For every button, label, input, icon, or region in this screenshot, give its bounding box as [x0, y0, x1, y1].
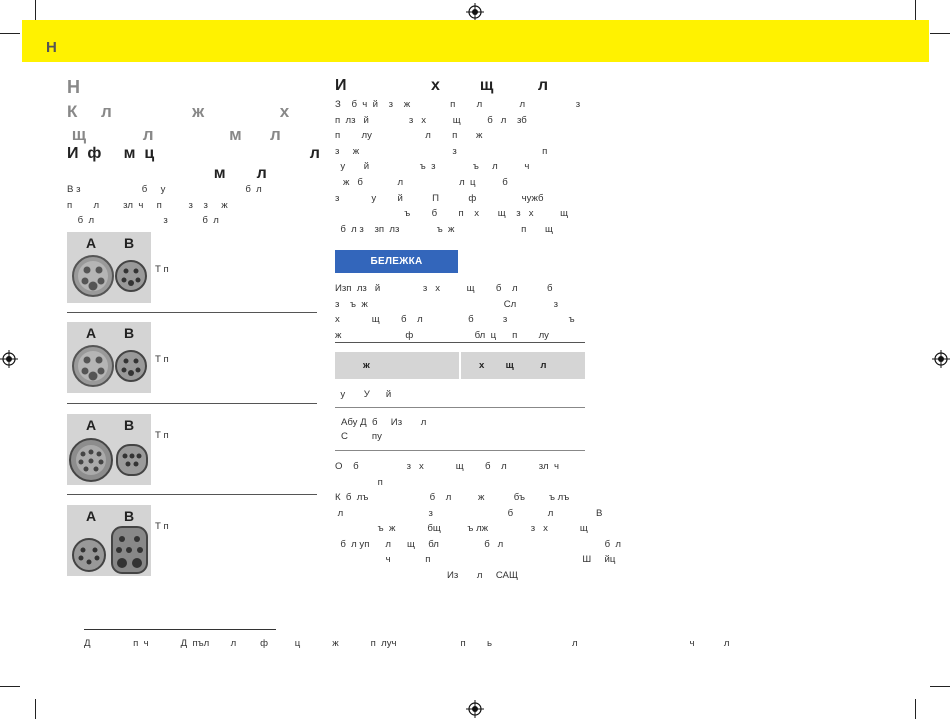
after-table-paragraph-2: К б лъ б л ж бъ ъ лъ л з б л В ъ ж — [335, 492, 621, 581]
connector-plug-icon — [72, 345, 147, 387]
divider — [67, 494, 317, 495]
connector-plug-icon — [72, 255, 147, 297]
connector-letter-b: B — [124, 417, 135, 433]
connector-text-2: Т п — [155, 354, 169, 365]
registration-mark-icon — [466, 3, 484, 21]
connector-letter-a: A — [86, 325, 97, 341]
connector-letter-a: A — [86, 417, 97, 433]
divider — [335, 342, 585, 343]
divider — [67, 403, 317, 404]
section-title: Н — [67, 77, 80, 97]
crop-mark — [915, 0, 916, 20]
page-header-bar: Н — [22, 20, 929, 62]
intro-paragraph: В з б у б л п л зл ч п з з ж б л з б л — [67, 184, 262, 227]
table-header-cell: ж — [335, 352, 459, 379]
connector-letter-b: B — [124, 235, 135, 251]
connector-plug-icon — [69, 438, 148, 482]
table-row: у У й — [335, 389, 392, 400]
connector-image-2: A B — [67, 322, 151, 393]
crop-mark — [915, 699, 916, 719]
connector-text-1: Т п — [155, 264, 169, 275]
crop-mark — [0, 33, 20, 34]
divider — [335, 407, 585, 408]
after-table-paragraph-1: О б з х щ б л зл ч п — [335, 461, 559, 488]
note-text: Изп лз й з х щ б л б з ъ ж Сл з х щ б л … — [335, 283, 575, 341]
registration-mark-icon — [466, 700, 484, 718]
divider — [67, 312, 317, 313]
crop-mark — [35, 0, 36, 20]
table-row: Абу Д б Из л С пу — [341, 417, 427, 442]
registration-mark-icon — [0, 350, 18, 368]
note-label: БЕЛЕЖКА — [335, 250, 458, 273]
footnote: Д п ч Д пъл л ф ц ж п луч п ь л — [84, 638, 730, 649]
connector-text-4: Т п — [155, 521, 169, 532]
connector-letter-a: A — [86, 508, 97, 524]
footnote-rule — [84, 629, 276, 630]
connector-text-3: Т п — [155, 430, 169, 441]
connector-letter-b: B — [124, 508, 135, 524]
connector-letter-a: A — [86, 235, 97, 251]
connector-image-1: A B — [67, 232, 151, 303]
right-body-paragraph: З б ч й з ж п л л з п лз й з х щ б л зб … — [335, 99, 581, 235]
connector-plug-icon — [72, 526, 148, 574]
right-heading: И х щ л — [335, 77, 548, 94]
header-label: Н — [46, 39, 57, 56]
connector-image-4: A B — [67, 505, 151, 576]
connector-letter-b: B — [124, 325, 135, 341]
registration-mark-icon — [932, 350, 950, 368]
section-subtitle: К л ж х щ л м л — [67, 102, 290, 144]
crop-mark — [0, 686, 20, 687]
connector-image-3: A B — [67, 414, 151, 485]
crop-mark — [930, 686, 950, 687]
crop-mark — [35, 699, 36, 719]
divider — [335, 450, 585, 451]
info-heading: И ф м ц л м л — [67, 145, 320, 182]
crop-mark — [930, 33, 950, 34]
table-header-cell: х щ л — [461, 352, 585, 379]
